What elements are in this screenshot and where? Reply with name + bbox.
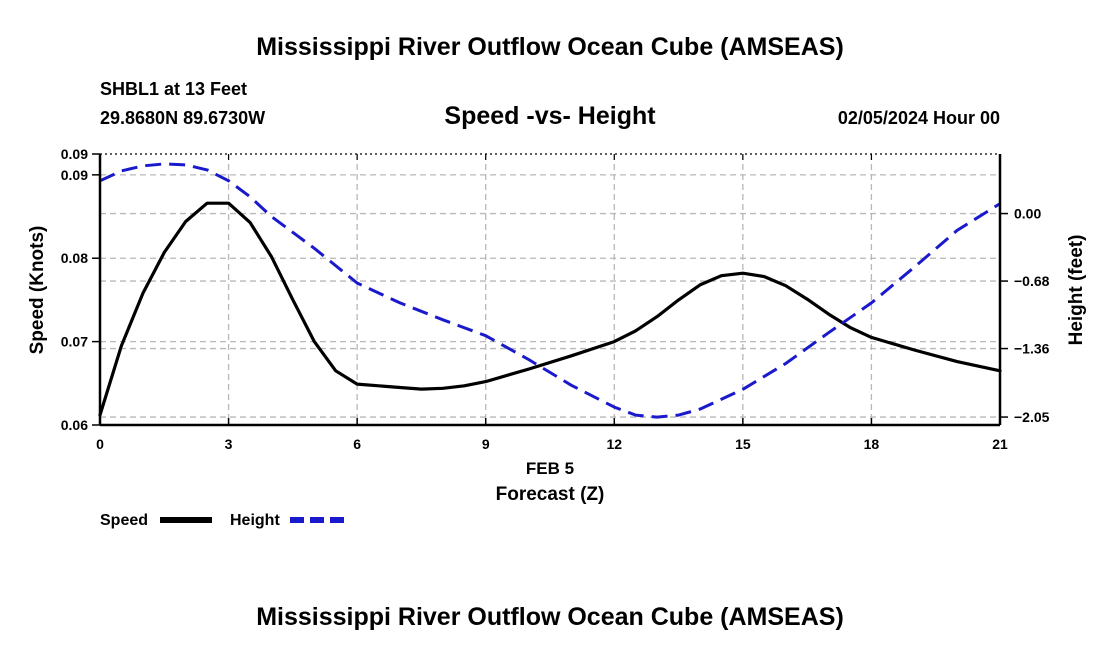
- legend-label-speed: Speed: [100, 512, 148, 529]
- right-tick-label: −2.05: [1014, 409, 1050, 425]
- right-tick-label: −1.36: [1014, 341, 1050, 357]
- series-line-height: [99, 162, 1001, 419]
- legend: Speed Height: [100, 512, 344, 529]
- x-tick-label: 0: [96, 436, 104, 452]
- series-line-speed: [98, 201, 1002, 417]
- legend-label-height: Height: [230, 512, 280, 529]
- page-title: Mississippi River Outflow Ocean Cube (AM…: [256, 33, 844, 61]
- x-tick-label: 18: [864, 436, 880, 452]
- x-tick-label: 3: [225, 436, 233, 452]
- chart-title: Speed -vs- Height: [444, 102, 656, 130]
- right-tick-label: 0.00: [1014, 206, 1041, 222]
- left-tick-label: 0.07: [61, 334, 88, 350]
- left-tick-label: 0.09: [61, 167, 88, 183]
- x-tick-label: 15: [735, 436, 751, 452]
- left-tick-label-top: 0.09: [61, 146, 88, 162]
- right-tick-label: −0.68: [1014, 273, 1050, 289]
- x-axis-title: Forecast (Z): [496, 484, 605, 505]
- left-tick-label: 0.06: [61, 417, 88, 433]
- y-axis-left-title: Speed (Knots): [27, 226, 48, 355]
- series-layer: [98, 162, 1002, 419]
- station-coordinates: 29.8680N 89.6730W: [100, 108, 265, 128]
- plot-frame: [98, 153, 1002, 427]
- ticks-layer: 0 3 6 9 12 15 18 21 0.06 0.07 0.08 0.09 0.09 0.00 −0.6…: [61, 146, 1050, 452]
- left-tick-label: 0.08: [61, 250, 88, 266]
- forecast-date: 02/05/2024 Hour 00: [838, 108, 1000, 128]
- grid-layer: [100, 154, 1000, 425]
- station-name: SHBL1 at 13 Feet: [100, 79, 247, 99]
- footer-title: Mississippi River Outflow Ocean Cube (AM…: [256, 603, 844, 631]
- x-axis-date-label: FEB 5: [526, 459, 574, 478]
- x-tick-label: 21: [992, 436, 1008, 452]
- x-tick-label: 12: [606, 436, 622, 452]
- x-tick-label: 6: [353, 436, 361, 452]
- x-tick-label: 9: [482, 436, 490, 452]
- y-axis-right-title: Height (feet): [1066, 235, 1087, 346]
